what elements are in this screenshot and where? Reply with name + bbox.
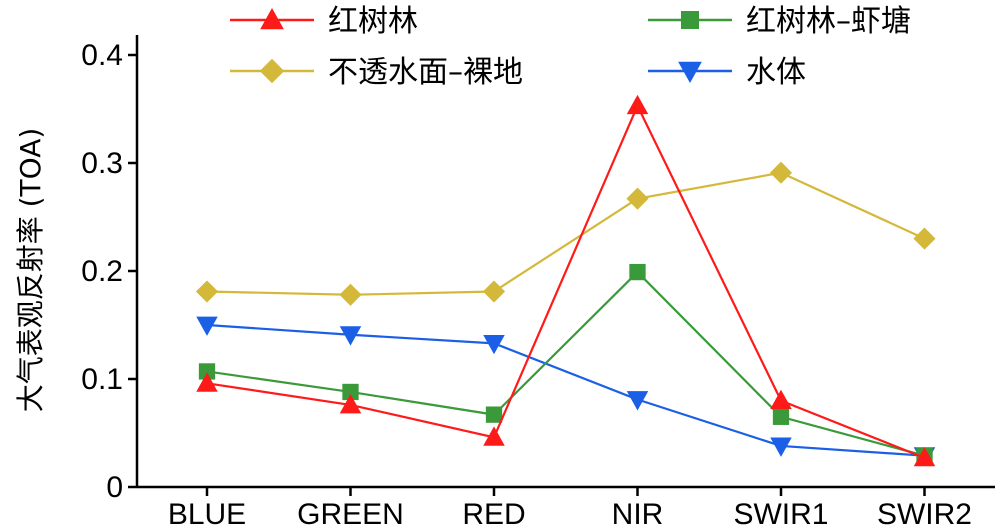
x-tick-label: NIR bbox=[612, 498, 664, 528]
legend-label: 不透水面–裸地 bbox=[328, 55, 523, 90]
series-group bbox=[195, 161, 936, 306]
x-ticks: BLUE GREEN RED NIR SWIR1 SWIR2 bbox=[168, 487, 972, 528]
series-line bbox=[206, 171, 925, 296]
data-point bbox=[770, 389, 792, 410]
data-point bbox=[626, 187, 649, 210]
data-point bbox=[482, 280, 506, 303]
legend-label: 红树林 bbox=[328, 4, 418, 39]
data-point bbox=[195, 280, 219, 303]
data-point bbox=[485, 406, 503, 423]
y-tick-label: 0.3 bbox=[81, 147, 123, 180]
x-tick-label: GREEN bbox=[297, 498, 404, 528]
data-point bbox=[913, 446, 936, 467]
y-tick-label: 0 bbox=[106, 471, 123, 504]
data-point bbox=[339, 393, 362, 414]
data-point bbox=[196, 316, 218, 336]
legend-item: 红树林–虾塘 bbox=[648, 4, 911, 39]
data-point bbox=[913, 227, 936, 250]
series-group bbox=[196, 316, 936, 467]
legend-label: 红树林–虾塘 bbox=[746, 4, 911, 39]
y-tick-label: 0.1 bbox=[81, 363, 123, 396]
data-point bbox=[681, 11, 699, 29]
series-line bbox=[206, 270, 925, 457]
data-point bbox=[339, 326, 362, 346]
x-tick-label: BLUE bbox=[168, 498, 246, 528]
axes bbox=[135, 35, 995, 489]
x-tick-label: SWIR2 bbox=[877, 498, 972, 528]
data-point bbox=[769, 161, 793, 184]
legend-item: 不透水面–裸地 bbox=[230, 55, 523, 90]
data-point bbox=[339, 283, 362, 306]
series-line bbox=[206, 103, 925, 459]
data-point bbox=[260, 7, 284, 30]
data-point bbox=[629, 263, 646, 281]
y-tick-label: 0.4 bbox=[81, 39, 123, 72]
legend-item: 水体 bbox=[648, 55, 806, 90]
data-point bbox=[483, 334, 505, 355]
data-point bbox=[196, 372, 218, 392]
x-tick-label: SWIR1 bbox=[733, 498, 828, 528]
data-point bbox=[678, 61, 702, 84]
series-line bbox=[206, 323, 925, 457]
y-ticks: 0 0.1 0.2 0.3 0.4 bbox=[81, 39, 137, 504]
series-group bbox=[196, 94, 936, 467]
series-layer bbox=[195, 94, 936, 467]
data-point bbox=[483, 426, 505, 446]
x-tick-label: RED bbox=[462, 498, 525, 528]
legend-label: 水体 bbox=[746, 55, 806, 90]
data-point bbox=[259, 58, 285, 84]
y-axis-label: 大气表观反射率 (TOA) bbox=[14, 128, 47, 413]
series-group bbox=[198, 263, 933, 464]
data-point bbox=[772, 408, 790, 425]
data-point bbox=[626, 391, 649, 411]
y-tick-label: 0.2 bbox=[81, 255, 123, 288]
legend-item: 红树林 bbox=[230, 4, 418, 39]
data-point bbox=[770, 437, 792, 457]
data-point bbox=[626, 94, 649, 115]
